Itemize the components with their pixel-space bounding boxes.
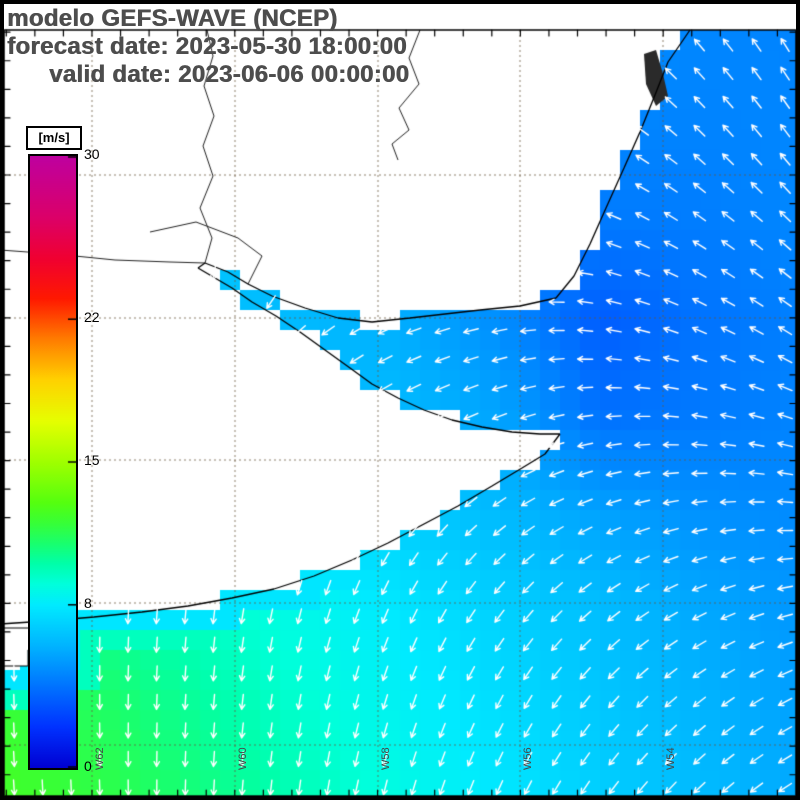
map-canvas xyxy=(0,0,800,800)
gefs-wave-forecast-figure: modelo GEFS-WAVE (NCEP) forecast date: 2… xyxy=(0,0,800,800)
